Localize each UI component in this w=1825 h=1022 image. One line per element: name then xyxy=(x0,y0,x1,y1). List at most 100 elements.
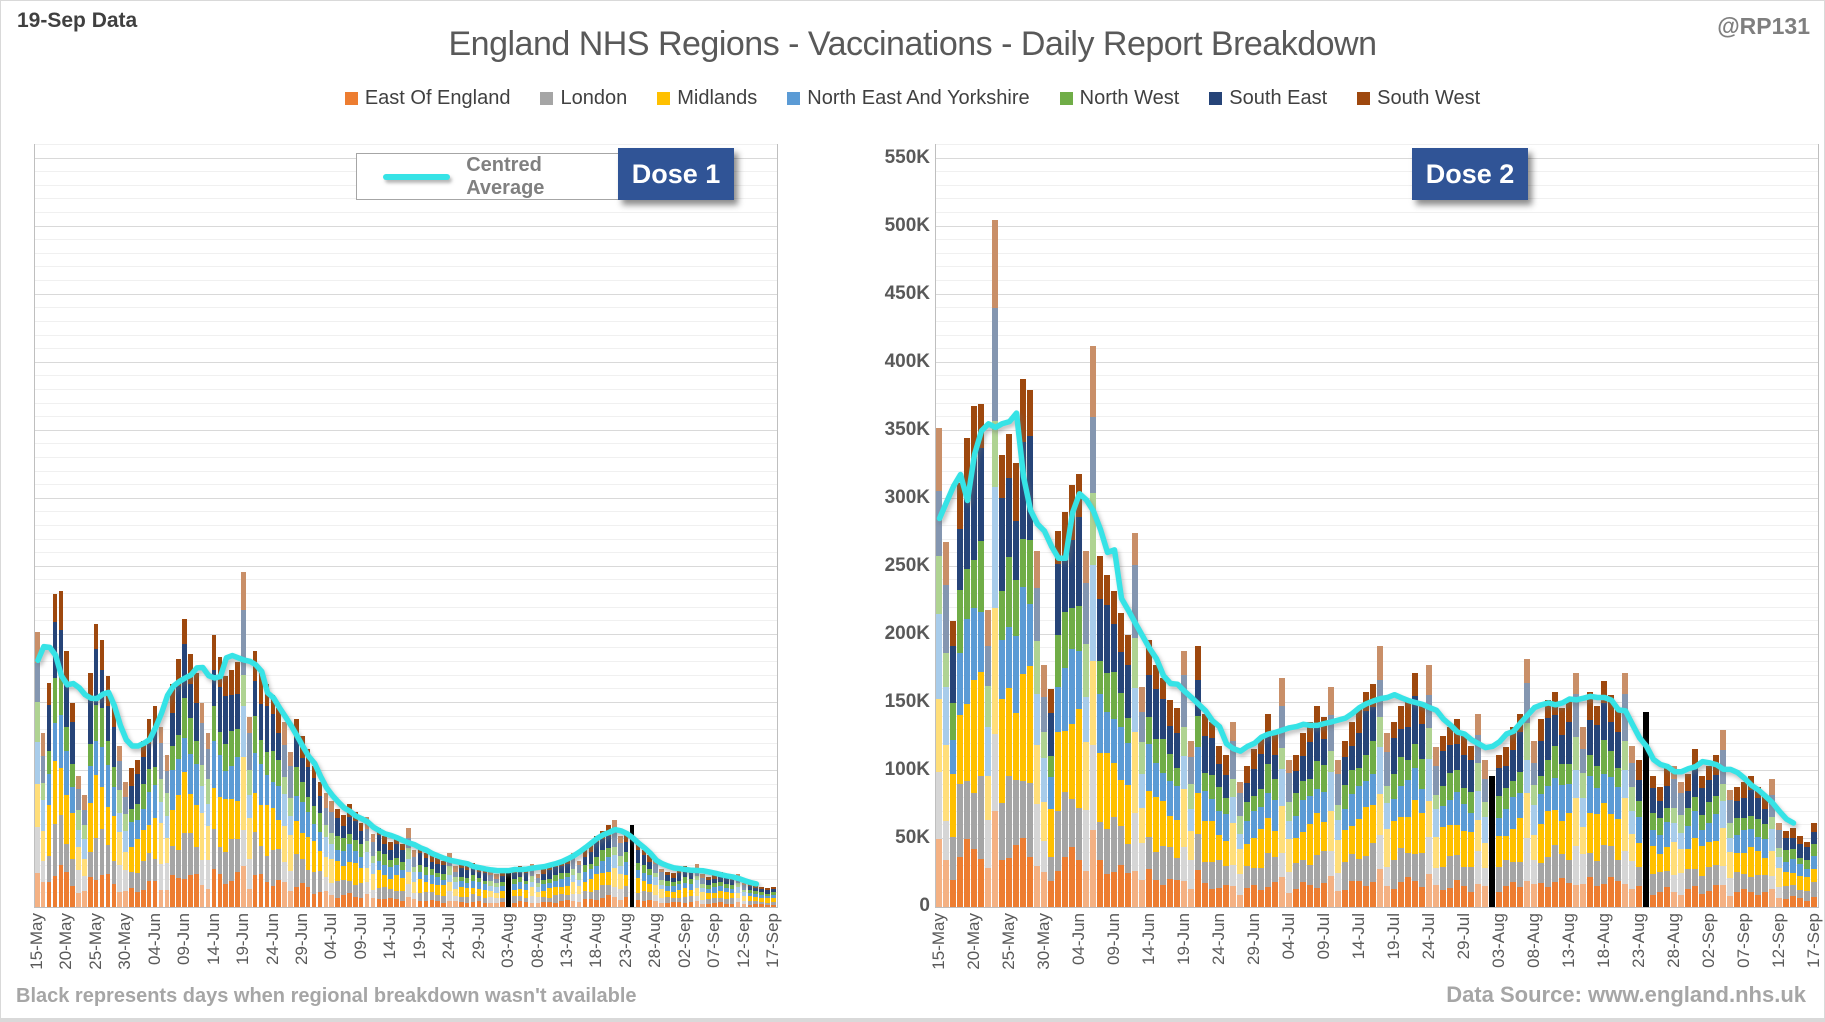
bar-segment-south-east xyxy=(1370,706,1376,741)
bar-segment-south-east xyxy=(1013,520,1019,581)
bar-segment-london xyxy=(1461,867,1467,886)
bar-segment-north-west xyxy=(1321,764,1327,792)
bar-segment-north-east-and-yorkshire xyxy=(1146,743,1152,792)
bar-segment-east-of-england xyxy=(1412,881,1418,907)
bar-segment-midlands xyxy=(1398,817,1404,849)
bar-segment-london xyxy=(453,895,458,902)
bar-segment-north-east-and-yorkshire xyxy=(541,883,547,891)
bar-segment-east-of-england xyxy=(753,904,759,907)
bar-segment-south-east xyxy=(353,820,358,841)
bar-segment-south-east xyxy=(957,528,963,590)
bar-segment-south-west xyxy=(258,673,264,704)
bar-day xyxy=(335,809,340,907)
bar-segment-london xyxy=(1307,864,1313,886)
bar-day xyxy=(1580,727,1586,907)
bar-segment-north-west xyxy=(1741,817,1747,831)
y-tick-label: 550K xyxy=(884,146,930,168)
bar-segment-midlands xyxy=(1650,846,1656,874)
bar-segment-north-east-and-yorkshire xyxy=(565,877,570,886)
bar-segment-north-east-and-yorkshire xyxy=(765,895,770,899)
bar-day xyxy=(376,828,382,907)
bar-segment-south-west xyxy=(1286,760,1292,774)
dose2-badge[interactable]: Dose 2 xyxy=(1412,148,1528,200)
bar-segment-north-east-and-yorkshire xyxy=(1160,772,1166,801)
bar-segment-south-east xyxy=(459,868,464,877)
bar-day xyxy=(1713,754,1719,907)
bar-day xyxy=(712,874,717,907)
bar-segment-east-of-england xyxy=(1349,881,1355,907)
bar-day xyxy=(1230,721,1236,907)
bar-day xyxy=(1461,735,1467,907)
bar-segment-east-of-england xyxy=(999,859,1005,907)
bar-segment-london xyxy=(529,896,535,903)
bar-segment-north-east-and-yorkshire xyxy=(1580,798,1586,828)
bar-segment-midlands xyxy=(665,890,670,897)
bar-segment-midlands xyxy=(188,794,193,833)
bar-segment-south-east xyxy=(58,630,64,673)
bar-segment-south-east xyxy=(1496,768,1502,796)
bar-segment-south-east xyxy=(606,836,611,849)
bar-segment-north-east-and-yorkshire xyxy=(311,824,317,841)
bar-segment-south-west xyxy=(282,722,287,746)
bar-segment-north-east-and-yorkshire xyxy=(1419,788,1425,814)
bar-segment-south-east xyxy=(1545,718,1551,760)
x-tick-label: 17-Sep xyxy=(1803,913,1823,968)
bar-segment-north-east-and-yorkshire xyxy=(618,865,623,875)
bar-segment-east-of-england xyxy=(1552,881,1558,907)
bar-segment-south-west xyxy=(1146,640,1152,676)
bar-segment-south-west xyxy=(1552,692,1558,716)
bar-day xyxy=(52,594,58,907)
bar-segment-midlands xyxy=(317,850,323,871)
bar-segment-midlands xyxy=(1608,814,1614,847)
bar-segment-east-of-england xyxy=(985,868,991,907)
bar-segment-south-east xyxy=(335,817,340,836)
bar-segment-east-of-england xyxy=(523,902,529,907)
bar-segment-east-of-england xyxy=(1125,873,1131,907)
bar-segment-east-of-england xyxy=(588,899,594,907)
major-gridline xyxy=(936,361,1818,363)
bar-segment-london xyxy=(1734,872,1740,893)
bar-segment-north-east-and-yorkshire xyxy=(1181,756,1187,789)
bar-segment-south-east xyxy=(288,766,293,798)
bar-segment-north-east-and-yorkshire xyxy=(676,884,682,890)
bar-day xyxy=(1503,746,1509,907)
bar-segment-south-west xyxy=(1769,779,1775,796)
bar-segment-east-of-england xyxy=(1454,880,1460,907)
bar-segment-london xyxy=(1279,852,1285,878)
bar-segment-south-east xyxy=(1223,774,1229,798)
dose1-badge[interactable]: Dose 1 xyxy=(618,148,734,200)
bar-segment-south-west xyxy=(1510,727,1516,751)
bar-segment-north-east-and-yorkshire xyxy=(1097,693,1103,753)
bar-segment-south-east xyxy=(759,889,764,893)
bar-segment-north-east-and-yorkshire xyxy=(1524,760,1530,794)
bar-segment-midlands xyxy=(570,881,576,895)
bar-day xyxy=(217,656,223,907)
bar-segment-south-east xyxy=(1034,588,1040,641)
bar-segment-london xyxy=(441,895,446,903)
bar-segment-london xyxy=(950,837,956,880)
bar-segment-north-east-and-yorkshire xyxy=(1027,603,1033,667)
bar-segment-south-east xyxy=(570,857,576,869)
bar-segment-north-east-and-yorkshire xyxy=(1671,823,1677,843)
bar-segment-london xyxy=(718,898,723,903)
bar-segment-midlands xyxy=(1293,837,1299,863)
bar-segment-north-west xyxy=(1153,738,1159,764)
bar-segment-north-east-and-yorkshire xyxy=(724,887,729,892)
bar-segment-north-east-and-yorkshire xyxy=(82,838,87,859)
bar-day xyxy=(141,741,146,907)
bar-segment-east-of-england xyxy=(971,848,977,907)
bar-segment-north-east-and-yorkshire xyxy=(347,843,352,862)
bar-segment-south-east xyxy=(370,842,376,856)
bar-segment-midlands xyxy=(1790,872,1796,885)
minor-gridline xyxy=(936,184,1818,186)
bar-segment-london xyxy=(258,846,264,874)
bar-segment-south-west xyxy=(1706,765,1712,780)
bar-segment-east-of-england xyxy=(1531,883,1537,907)
bar-segment-east-of-england xyxy=(1090,829,1096,907)
bar-segment-south-west xyxy=(1328,686,1334,716)
x-tick-label: 12-Sep xyxy=(1768,913,1788,968)
bar-segment-london xyxy=(247,859,252,889)
bar-segment-london xyxy=(724,899,729,904)
bar-day xyxy=(117,746,123,907)
bar-segment-north-east-and-yorkshire xyxy=(158,801,164,824)
